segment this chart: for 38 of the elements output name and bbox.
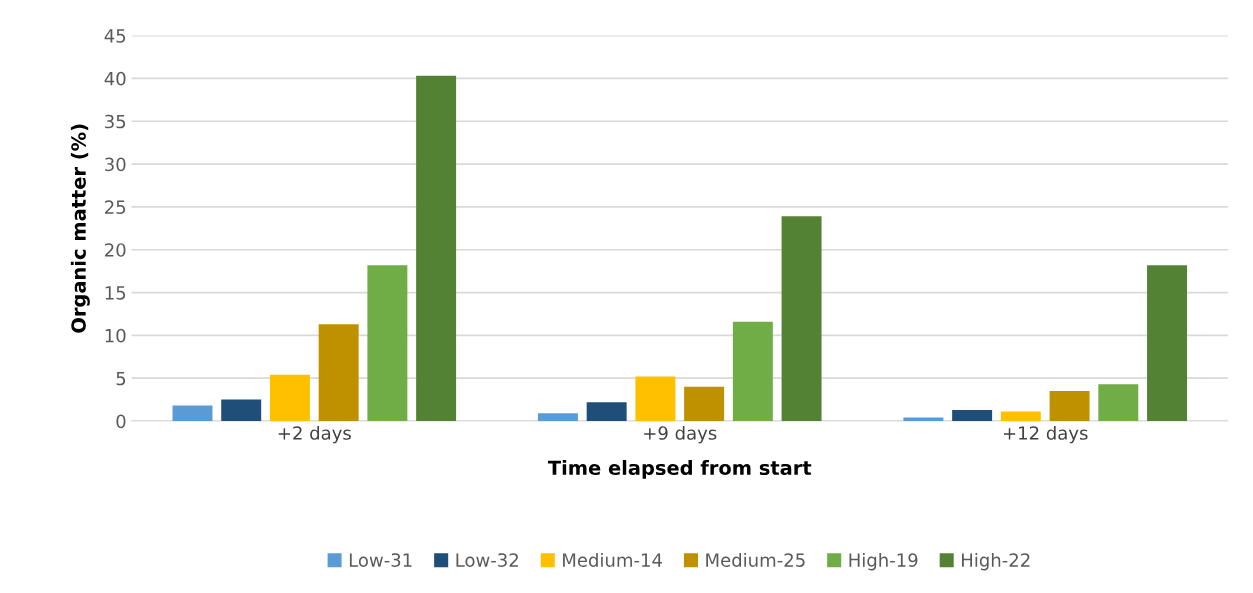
bar [684,386,725,422]
bar [635,376,676,422]
y-tick-label: 25 [105,200,126,215]
y-axis-title: Organic matter (%) [70,124,90,333]
bar [1147,265,1188,422]
bar [367,265,408,422]
legend-label: High-22 [962,552,1030,571]
legend-label: Low-32 [456,553,518,567]
y-tick-label: 35 [105,114,126,129]
bar [172,405,213,422]
bar [1000,411,1041,422]
bar [537,413,578,422]
x-axis-title: Time elapsed from start [547,460,812,479]
y-tick-label: 45 [104,29,126,43]
y-tick-label: 20 [105,243,126,257]
bar [952,409,993,422]
bar [221,399,262,422]
y-tick-label: 30 [105,157,126,172]
bar [732,321,773,422]
y-tick-label: 10 [105,328,126,343]
legend-label: Medium-14 [563,552,662,567]
bar [416,75,457,422]
bar [781,216,822,422]
legend-label: Low-31 [349,553,412,567]
y-tick-label: 15 [105,286,126,300]
legend-label: High-19 [849,552,918,571]
legend-label: Medium-25 [706,552,805,567]
bar [1049,391,1090,422]
x-tick-label: +9 days [644,425,717,444]
bar [269,374,310,422]
y-tick-label: 5 [116,371,126,386]
x-tick-label: +2 days [278,425,351,444]
bar [318,324,359,422]
y-tick-label: 0 [116,414,126,429]
bar [1098,384,1139,422]
y-tick-label: 40 [104,71,126,86]
x-tick-label: +12 days [1003,425,1088,444]
bar [586,402,627,422]
